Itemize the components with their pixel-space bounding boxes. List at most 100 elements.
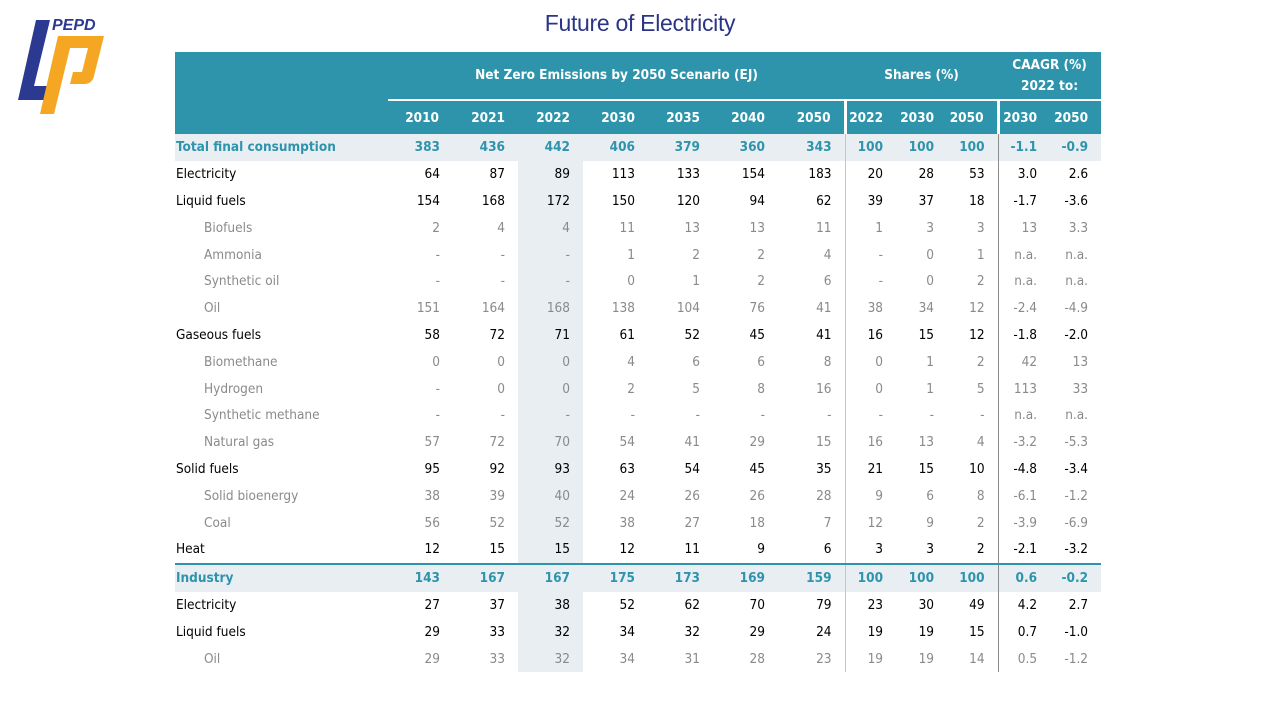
cell-ej-2010: 2 bbox=[432, 219, 440, 236]
cell-ej-2021: - bbox=[500, 246, 505, 263]
cell-share-2030: 34 bbox=[918, 300, 935, 317]
cell-ej-2022: 38 bbox=[518, 591, 583, 619]
cell-share-2022: 16 bbox=[844, 428, 897, 456]
cell-ej-2050: 6 bbox=[823, 273, 832, 290]
cell-share-2022: 3 bbox=[844, 535, 897, 564]
cell-ej-2050: 23 bbox=[816, 650, 832, 667]
cell-ej-2050: 11 bbox=[816, 219, 832, 236]
column-header-2030: 2030 bbox=[896, 99, 948, 134]
cell-ej-2050: 183 bbox=[808, 166, 832, 183]
table-row: Hydrogen -0 0 2 5 8 16 0 1 5 113 33 bbox=[175, 375, 1101, 402]
cell-share-2050: 53 bbox=[969, 166, 985, 183]
cell-caagr-2050: -1.2 bbox=[1064, 487, 1089, 504]
cell-ej-2022: - bbox=[518, 241, 583, 268]
cell-ej-2022: 32 bbox=[518, 645, 583, 672]
cell-ej-2035: 31 bbox=[684, 650, 700, 667]
cell-share-2030: 6 bbox=[926, 487, 935, 504]
row-label: Biomethane bbox=[204, 353, 278, 370]
cell-ej-2030: 34 bbox=[619, 650, 635, 667]
cell-ej-2040: 28 bbox=[749, 650, 765, 667]
cell-caagr-2050: -4.9 bbox=[1064, 300, 1089, 317]
cell-share-2022: - bbox=[844, 241, 897, 268]
cell-ej-2030: 63 bbox=[619, 460, 635, 477]
table-row: Solid fuels 95 92 93 63 54 45 35 21 15 10 -4.8 -3.4 bbox=[175, 455, 1101, 483]
cell-caagr-2030: -3.2 bbox=[997, 428, 1051, 456]
cell-ej-2010: 143 bbox=[388, 562, 453, 592]
cell-ej-2040: 2 bbox=[757, 246, 765, 263]
cell-share-2030: 13 bbox=[918, 434, 935, 451]
cell-share-2022: 100 bbox=[844, 134, 897, 161]
cell-ej-2035: 2 bbox=[692, 246, 700, 263]
cell-caagr-2030: 3.0 bbox=[997, 160, 1051, 188]
cell-share-2030: 0 bbox=[926, 246, 935, 263]
cell-ej-2022: 0 bbox=[518, 348, 583, 376]
cell-ej-2035: 26 bbox=[684, 487, 700, 504]
cell-ej-2010: 154 bbox=[416, 192, 440, 209]
cell-share-2022: 23 bbox=[844, 591, 897, 619]
cell-ej-2035: 41 bbox=[684, 434, 700, 451]
cell-ej-2030: 406 bbox=[583, 134, 648, 161]
cell-ej-2022: - bbox=[518, 267, 583, 295]
cell-share-2050: 2 bbox=[976, 541, 985, 558]
cell-ej-2050: 24 bbox=[816, 623, 832, 640]
cell-ej-2035: 104 bbox=[676, 300, 700, 317]
table-row: Oil 29 33 32 34 31 28 23 19 19 14 0.5 -1.2 bbox=[175, 645, 1101, 672]
column-header-2040: 2040 bbox=[713, 99, 778, 134]
table-row: Synthetic oil - - -0 1 2 6-0 2 n.a. n.a. bbox=[175, 267, 1101, 295]
cell-share-2050: 49 bbox=[969, 596, 985, 613]
row-label: Oil bbox=[204, 300, 221, 317]
cell-ej-2035: 120 bbox=[676, 192, 700, 209]
cell-ej-2010: 27 bbox=[424, 596, 440, 613]
cell-ej-2050: 7 bbox=[823, 514, 832, 531]
cell-ej-2022: 0 bbox=[518, 375, 583, 402]
header-ej-group: Net Zero Emissions by 2050 Scenario (EJ) bbox=[388, 52, 846, 100]
cell-ej-2010: - bbox=[435, 273, 440, 290]
cell-caagr-2030: n.a. bbox=[997, 267, 1051, 295]
cell-ej-2022: 40 bbox=[518, 482, 583, 510]
cell-caagr-2050: 2.7 bbox=[1068, 596, 1089, 613]
cell-ej-2030: 54 bbox=[619, 434, 635, 451]
header-shares-group: Shares (%) bbox=[845, 52, 999, 100]
cell-ej-2022: - bbox=[518, 401, 583, 429]
table-row: Biomethane 0 0 0 4 6 6 8 0 1 2 42 13 bbox=[175, 348, 1101, 376]
cell-ej-2021: 72 bbox=[489, 434, 505, 451]
cell-ej-2010: - bbox=[435, 246, 440, 263]
cell-share-2022: 100 bbox=[844, 562, 897, 592]
cell-ej-2040: 29 bbox=[749, 623, 765, 640]
cell-ej-2035: 32 bbox=[684, 623, 700, 640]
cell-ej-2050: 16 bbox=[816, 380, 832, 397]
cell-ej-2040: 2 bbox=[757, 273, 765, 290]
column-header-2021: 2021 bbox=[452, 99, 518, 134]
cell-ej-2022: 32 bbox=[518, 618, 583, 646]
cell-ej-2035: 133 bbox=[676, 166, 700, 183]
cell-ej-2021: 164 bbox=[481, 300, 505, 317]
cell-caagr-2050: -0.2 bbox=[1050, 562, 1102, 592]
cell-ej-2030: 24 bbox=[619, 487, 635, 504]
cell-ej-2010: 151 bbox=[416, 300, 440, 317]
cell-ej-2040: 169 bbox=[713, 562, 778, 592]
cell-share-2030: 100 bbox=[896, 562, 948, 592]
cell-ej-2021: 436 bbox=[453, 134, 518, 161]
cell-ej-2021: 92 bbox=[489, 460, 505, 477]
cell-ej-2022: 15 bbox=[518, 535, 583, 564]
row-label: Ammonia bbox=[204, 246, 262, 263]
cell-share-2022: 0 bbox=[844, 348, 897, 376]
cell-ej-2035: 173 bbox=[648, 562, 713, 592]
row-label: Electricity bbox=[176, 596, 237, 613]
cell-ej-2010: 64 bbox=[424, 166, 440, 183]
cell-ej-2050: 35 bbox=[816, 460, 832, 477]
cell-ej-2021: - bbox=[500, 273, 505, 290]
cell-share-2030: - bbox=[929, 407, 935, 424]
cell-ej-2040: 70 bbox=[749, 596, 765, 613]
cell-ej-2022: 442 bbox=[518, 134, 583, 161]
cell-ej-2030: 0 bbox=[627, 273, 635, 290]
column-header-2022: 2022 bbox=[843, 99, 897, 134]
cell-ej-2040: 9 bbox=[757, 541, 765, 558]
cell-ej-2022: 168 bbox=[518, 294, 583, 322]
table-row: Electricity 27 37 38 52 62 70 79 23 30 49 4.2 2.7 bbox=[175, 591, 1101, 619]
cell-caagr-2030: 0.5 bbox=[997, 645, 1051, 672]
cell-ej-2040: - bbox=[760, 407, 765, 424]
cell-share-2022: 0 bbox=[844, 375, 897, 402]
cell-caagr-2030: -2.1 bbox=[997, 535, 1051, 564]
cell-ej-2021: 15 bbox=[489, 541, 505, 558]
